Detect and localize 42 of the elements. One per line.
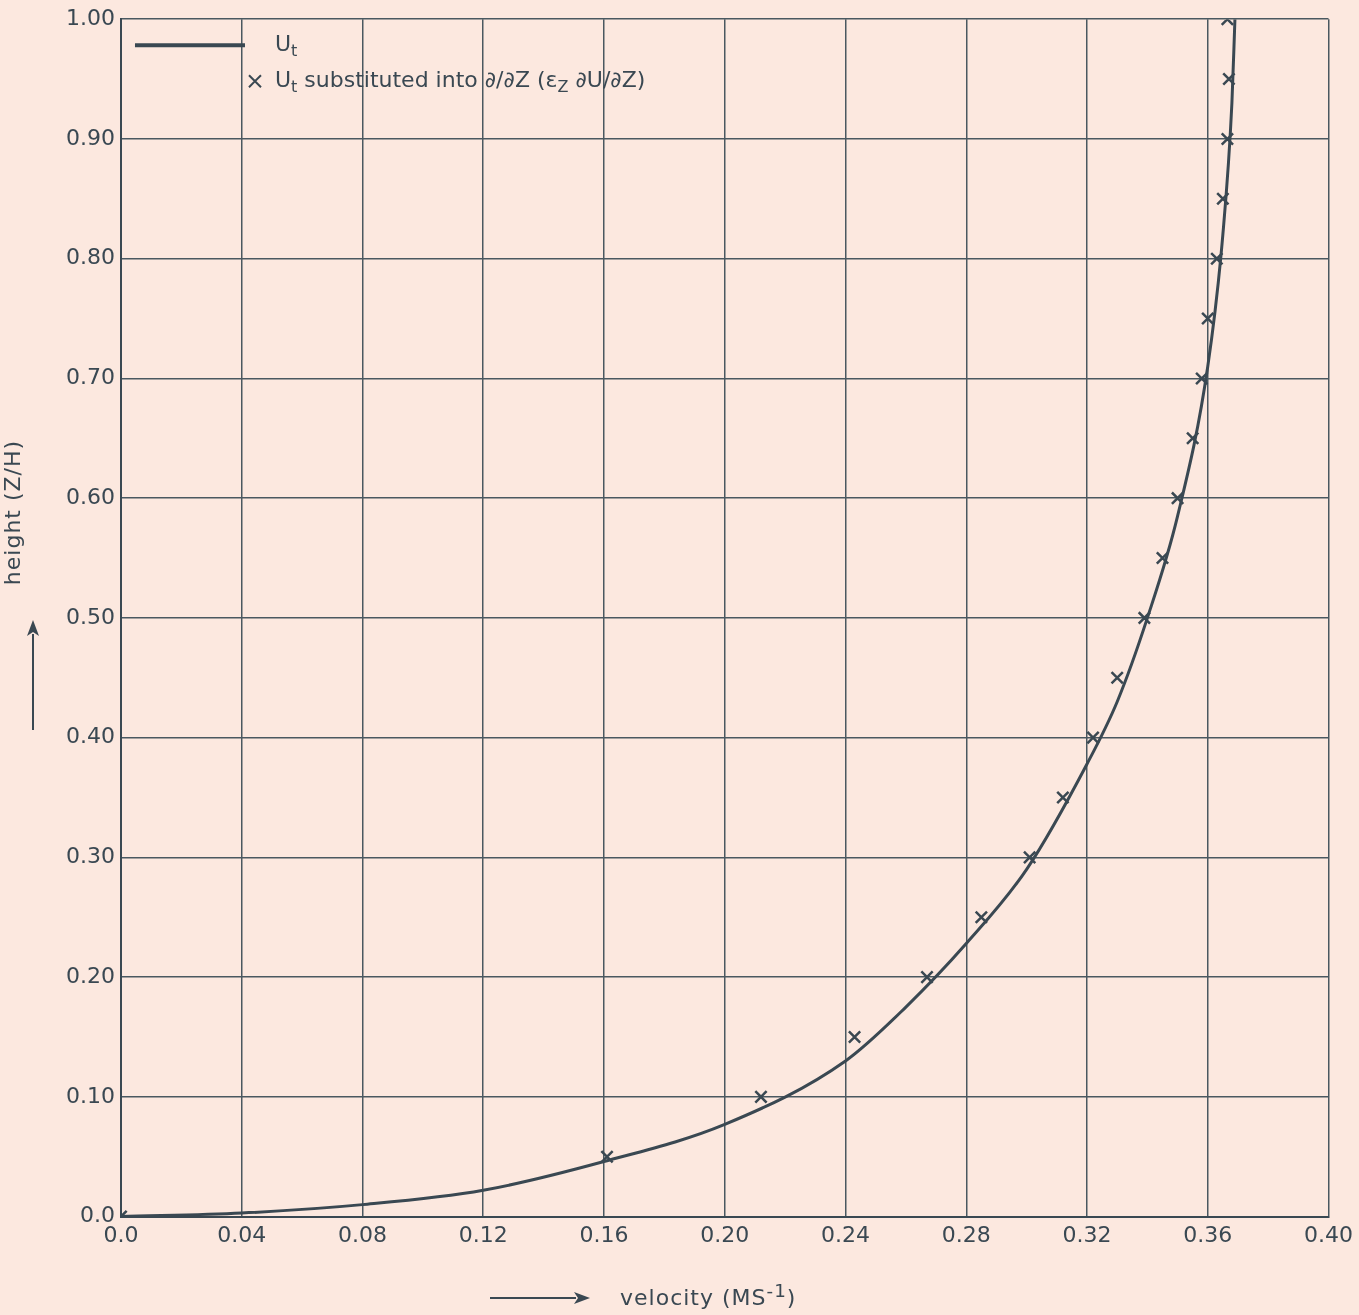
point: [1185, 431, 1200, 446]
x-axis-title: velocity (MS$^{-1}$): [620, 1280, 797, 1311]
x-tick-label: 0.24: [821, 1221, 870, 1247]
point: [1022, 850, 1037, 865]
point: [920, 970, 934, 985]
point: [1170, 491, 1185, 506]
point: [1086, 730, 1100, 745]
y-axis-title: height (Z/H): [0, 439, 26, 586]
x-tick-label: 0.20: [700, 1221, 750, 1247]
point: [847, 1030, 862, 1044]
point: [1220, 132, 1235, 146]
point: [974, 910, 989, 925]
point: [1137, 610, 1152, 625]
x-tick-label: 0.36: [1183, 1221, 1233, 1247]
y-tick-label: 0.20: [66, 962, 115, 988]
y-tick-label: 0.10: [66, 1082, 115, 1108]
point: [1215, 191, 1230, 206]
point: [1155, 551, 1170, 565]
point: [1221, 72, 1236, 86]
point: [1194, 371, 1209, 386]
x-tick-label: 0.32: [1062, 1221, 1112, 1247]
y-tick-label: 1.00: [66, 4, 115, 30]
y-tick-label: 0.50: [66, 603, 115, 629]
y-tick-label: 0.30: [66, 843, 115, 869]
x-tick-label: 0.04: [217, 1221, 267, 1247]
x-tick-label: 0.40: [1304, 1221, 1353, 1247]
point: [1110, 670, 1125, 685]
point: [1200, 311, 1215, 326]
x-tick-label: 0.0: [103, 1221, 139, 1247]
y-tick-label: 0.70: [66, 364, 115, 390]
x-tick-label: 0.08: [338, 1221, 387, 1247]
y-tick-label: 0.90: [66, 124, 115, 150]
y-tick-label: 0.80: [66, 244, 115, 270]
point: [600, 1149, 614, 1164]
y-tick-label: 0.40: [66, 723, 115, 749]
x-tick-label: 0.16: [579, 1221, 629, 1247]
point: [1209, 251, 1224, 266]
y-tick-label: 0.60: [66, 483, 115, 509]
point: [754, 1089, 768, 1104]
x-tick-label: 0.28: [941, 1221, 991, 1247]
x-tick-label: 0.12: [458, 1221, 508, 1247]
point: [1055, 790, 1070, 805]
